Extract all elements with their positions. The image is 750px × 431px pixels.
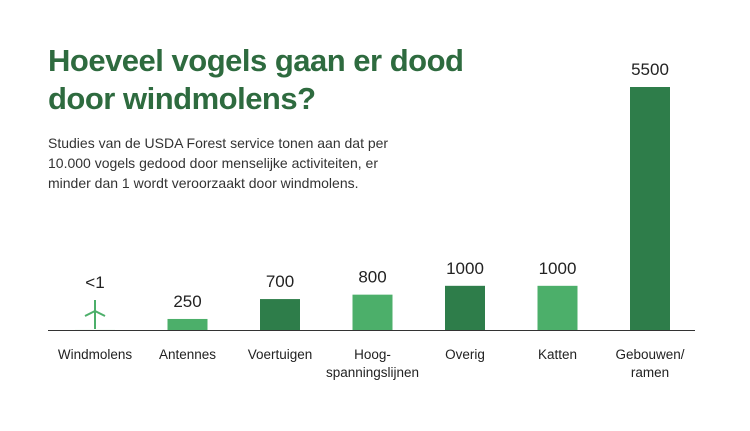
x-tick-label: Katten <box>537 347 578 362</box>
bar <box>630 87 670 330</box>
x-tick-label: Antennes <box>158 347 217 362</box>
value-label: 800 <box>358 268 386 287</box>
x-tick-label: Overig <box>445 347 485 362</box>
chart-title: Hoeveel vogels gaan er dood door windmol… <box>48 43 464 116</box>
value-label: <1 <box>85 273 104 292</box>
x-tick-label: Voertuigen <box>247 347 313 362</box>
x-tick-label: Windmolens <box>57 347 133 362</box>
chart-subtitle: Studies van de USDA Forest service tonen… <box>48 135 389 191</box>
bar <box>167 318 208 330</box>
x-tick-label: Hoog- spanningslijnen <box>325 347 420 380</box>
x-tick-label: Gebouwen/ ramen <box>615 347 685 380</box>
value-label: 5500 <box>631 60 669 79</box>
value-label: 1000 <box>539 259 577 278</box>
windmill-icon <box>84 300 106 329</box>
bar <box>352 294 393 330</box>
value-label: 700 <box>266 272 294 291</box>
value-label: 250 <box>173 292 201 311</box>
bar <box>260 299 300 330</box>
value-label: 1000 <box>446 259 484 278</box>
bar <box>537 285 578 330</box>
bar <box>445 285 485 330</box>
